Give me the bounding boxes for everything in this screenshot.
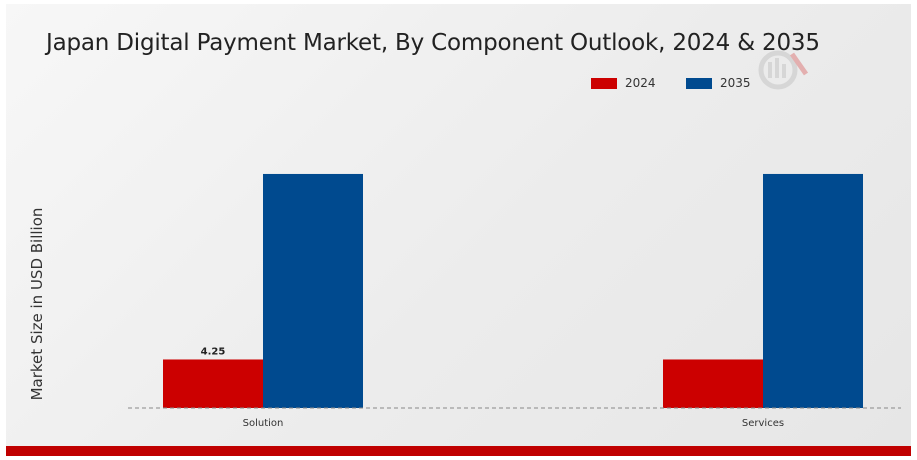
bar-chart: Solution Services 4.25 Market Size in USD … [28,173,901,429]
bar-solution-2024 [163,359,263,408]
watermark-logo-icon [758,50,809,90]
chart-title: Japan Digital Payment Market, By Compone… [46,30,820,56]
x-tick-label-solution: Solution [243,418,284,429]
legend-item-2024: 2024 [591,76,656,90]
bar-solution-2035 [263,173,363,408]
legend-label-2024: 2024 [625,76,656,90]
y-axis-title: Market Size in USD Billion [28,208,46,401]
chart-frame: Japan Digital Payment Market, By Compone… [6,4,911,456]
bar-services-2035 [763,173,863,408]
bottom-accent-bar [6,446,911,456]
x-tick-label-services: Services [742,418,784,429]
legend-swatch-2035 [686,77,712,89]
bar-services-2024 [663,359,763,408]
legend-label-2035: 2035 [720,76,751,90]
legend-item-2035: 2035 [686,76,751,90]
legend-swatch-2024 [591,77,617,89]
data-label-solution-2024: 4.25 [201,346,226,357]
